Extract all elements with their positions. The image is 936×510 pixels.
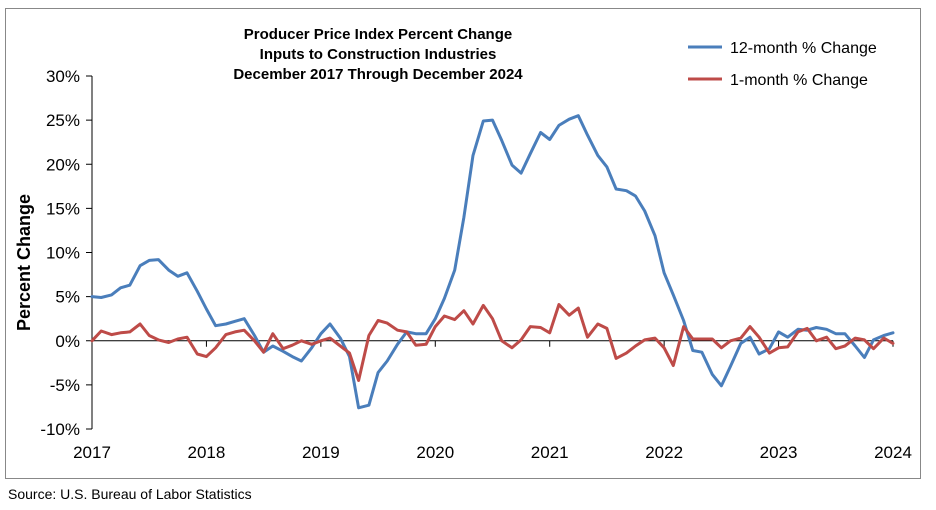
y-tick-label: 25% [46, 111, 80, 130]
x-tick-label: 2024 [874, 443, 912, 462]
y-axis: -10% -5% 0% 5% 10% 15% 20% 25% 30% Percent Change [14, 67, 93, 439]
y-tick-label: -10% [40, 420, 80, 439]
y-tick-label: -5% [50, 376, 80, 395]
legend-label: 12-month % Change [730, 40, 877, 57]
y-tick-label: 5% [55, 288, 80, 307]
y-tick-label: 30% [46, 67, 80, 86]
series-line-12-month [90, 114, 895, 410]
series-line-1-month [90, 303, 895, 382]
y-tick-label: 0% [55, 332, 80, 351]
chart-title: Producer Price Index Percent Change Input… [233, 26, 523, 83]
x-axis: 2017 2018 2019 2020 2021 2022 2023 2024 [73, 340, 912, 462]
x-tick-label: 2018 [188, 443, 226, 462]
x-tick-label: 2019 [302, 443, 340, 462]
x-tick-label: 2022 [645, 443, 683, 462]
chart-title-line: Inputs to Construction Industries [260, 46, 497, 63]
legend-label: 1-month % Change [730, 72, 868, 89]
chart-frame: Producer Price Index Percent Change Input… [5, 8, 921, 479]
x-tick-label: 2017 [73, 443, 111, 462]
chart-title-line: December 2017 Through December 2024 [233, 66, 523, 83]
chart-legend: 12-month % Change 1-month % Change [688, 40, 877, 89]
x-tick-label: 2021 [531, 443, 569, 462]
line-chart: Producer Price Index Percent Change Input… [14, 26, 912, 462]
y-axis-label: Percent Change [14, 194, 34, 331]
x-tick-label: 2023 [760, 443, 798, 462]
x-tick-label: 2020 [416, 443, 454, 462]
chart-title-line: Producer Price Index Percent Change [244, 26, 512, 43]
series-group [90, 114, 895, 410]
y-tick-label: 10% [46, 244, 80, 263]
source-note: Source: U.S. Bureau of Labor Statistics [8, 486, 252, 502]
y-tick-label: 20% [46, 155, 80, 174]
y-tick-label: 15% [46, 199, 80, 218]
